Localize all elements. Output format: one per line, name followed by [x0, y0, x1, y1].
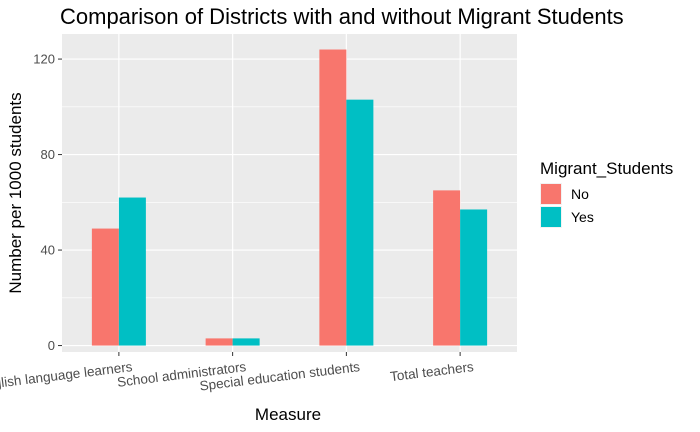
x-tick-label: Total teachers	[389, 359, 474, 384]
bar-yes	[460, 209, 488, 346]
legend-label-yes: Yes	[571, 209, 594, 225]
y-tick-label: 120	[33, 52, 55, 67]
bar-no	[319, 49, 347, 346]
bar-no	[205, 338, 233, 346]
legend: Migrant_Students No Yes	[540, 159, 673, 228]
chart-title: Comparison of Districts with and without…	[60, 4, 624, 29]
y-axis-title: Number per 1000 students	[6, 92, 25, 293]
bar-no	[91, 228, 119, 346]
x-axis-title: Measure	[255, 405, 321, 424]
y-tick-label: 80	[41, 147, 55, 162]
y-axis-ticks: 0 40 80 120	[33, 52, 62, 353]
legend-label-no: No	[571, 186, 589, 202]
y-tick-label: 0	[48, 338, 55, 353]
bar-no	[433, 190, 461, 346]
legend-swatch-no	[541, 184, 561, 204]
bar-yes	[346, 99, 374, 346]
x-tick-label: English language learners	[0, 359, 133, 393]
y-tick-label: 40	[41, 243, 55, 258]
legend-swatch-yes	[541, 207, 561, 227]
legend-title: Migrant_Students	[540, 159, 673, 178]
bar-yes	[118, 197, 146, 346]
bar-yes	[232, 338, 260, 346]
bars	[91, 49, 488, 346]
